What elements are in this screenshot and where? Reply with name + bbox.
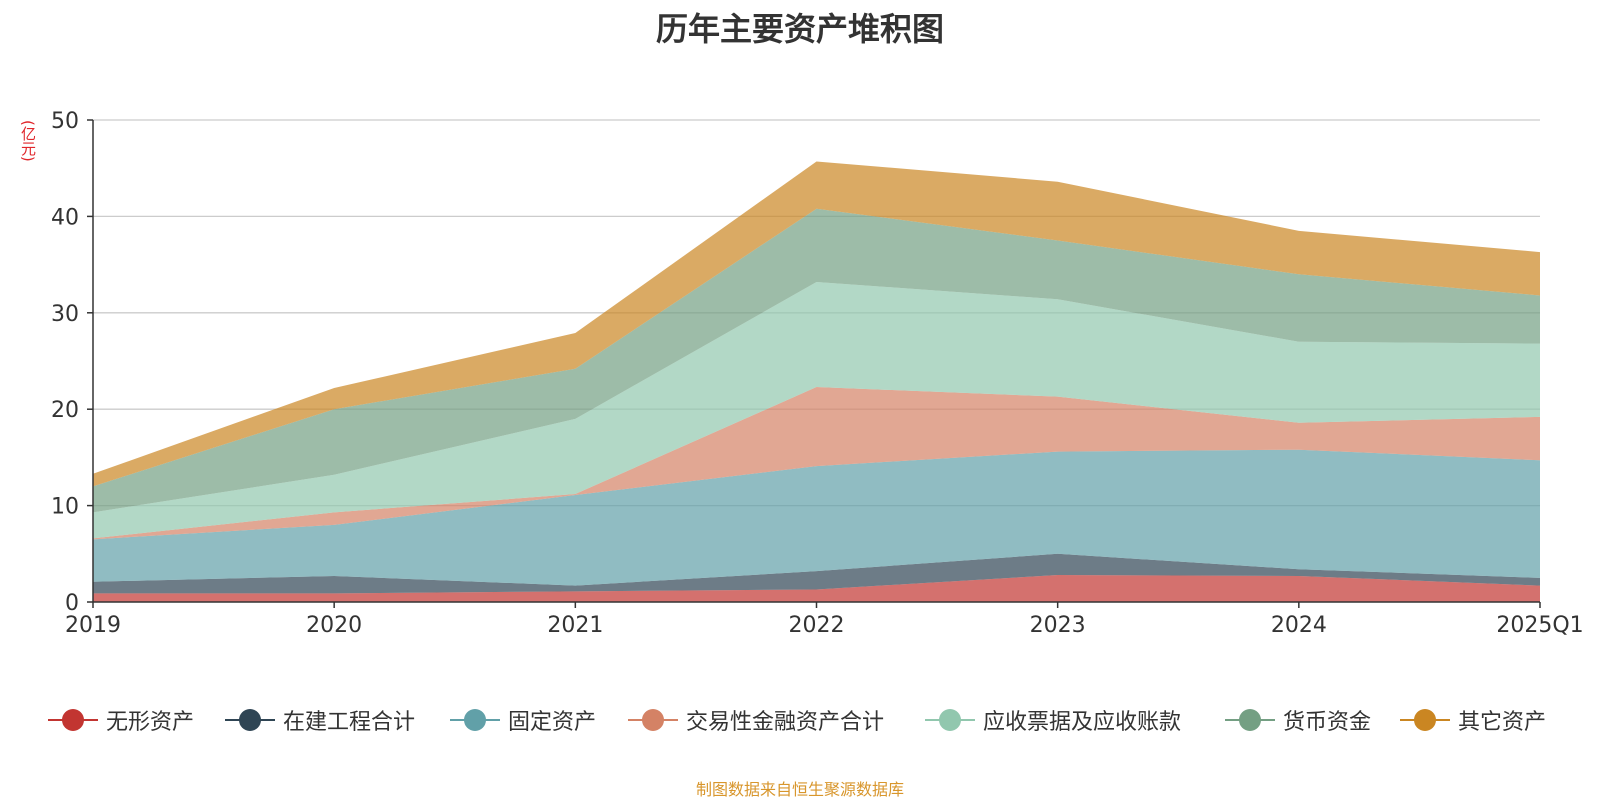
x-tick-label: 2023 bbox=[1030, 613, 1086, 638]
x-tick-label: 2025Q1 bbox=[1496, 613, 1583, 638]
area-series-2 bbox=[93, 449, 1540, 586]
chart-title: 历年主要资产堆积图 bbox=[655, 10, 944, 48]
source-note: 制图数据来自恒生聚源数据库 bbox=[695, 780, 904, 799]
x-tick-label: 2021 bbox=[547, 613, 603, 638]
legend-item-5[interactable]: 货币资金 bbox=[1225, 700, 1371, 740]
y-tick-label: 10 bbox=[51, 495, 79, 520]
legend-label: 货币资金 bbox=[1283, 710, 1372, 735]
areas bbox=[93, 161, 1540, 602]
legend-label: 其它资产 bbox=[1458, 710, 1547, 735]
legend-marker-icon bbox=[48, 700, 98, 740]
y-tick-label: 50 bbox=[51, 109, 79, 134]
legend-label: 应收票据及应收账款 bbox=[983, 710, 1182, 735]
x-tick-label: 2020 bbox=[306, 613, 362, 638]
legend-item-6[interactable]: 其它资产 bbox=[1400, 700, 1546, 740]
legend-label: 无形资产 bbox=[106, 710, 195, 735]
legend-item-2[interactable]: 固定资产 bbox=[450, 700, 596, 740]
legend-marker-icon bbox=[1400, 700, 1450, 740]
legend-label: 交易性金融资产合计 bbox=[686, 710, 885, 735]
x-tick-label: 2019 bbox=[65, 613, 121, 638]
area-series-0 bbox=[93, 575, 1540, 602]
area-series-1 bbox=[93, 553, 1540, 594]
legend-label: 在建工程合计 bbox=[283, 710, 416, 735]
legend-item-1[interactable]: 在建工程合计 bbox=[225, 700, 415, 740]
area-series-5 bbox=[93, 208, 1540, 513]
y-tick-label: 40 bbox=[51, 205, 79, 230]
legend-marker-icon bbox=[1225, 700, 1275, 740]
x-tick-label: 2024 bbox=[1271, 613, 1327, 638]
legend-marker-icon bbox=[925, 700, 975, 740]
legend-marker-icon bbox=[628, 700, 678, 740]
legend-marker-icon bbox=[225, 700, 275, 740]
axes: 0 10 20 30 40 50 2019 2020 2021 2022 2023 2024 2025Q… bbox=[51, 109, 1584, 638]
y-tick-label: 30 bbox=[51, 302, 79, 327]
area-series-6 bbox=[93, 161, 1540, 487]
x-tick-label: 2022 bbox=[789, 613, 845, 638]
legend: 无形资产 在建工程合计 固定资产 交易性金融资产合计 应收票据及应收账款 货币资金 其它资产 bbox=[0, 700, 1600, 740]
y-tick-label: 20 bbox=[51, 398, 79, 423]
area-series-3 bbox=[93, 387, 1540, 540]
legend-item-4[interactable]: 应收票据及应收账款 bbox=[925, 700, 1181, 740]
legend-item-0[interactable]: 无形资产 bbox=[48, 700, 194, 740]
legend-item-3[interactable]: 交易性金融资产合计 bbox=[628, 700, 884, 740]
legend-marker-icon bbox=[450, 700, 500, 740]
y-tick-label: 0 bbox=[65, 591, 79, 616]
y-axis-unit-label: (亿元) bbox=[19, 120, 37, 162]
legend-label: 固定资产 bbox=[508, 710, 597, 735]
area-series-4 bbox=[93, 281, 1540, 539]
